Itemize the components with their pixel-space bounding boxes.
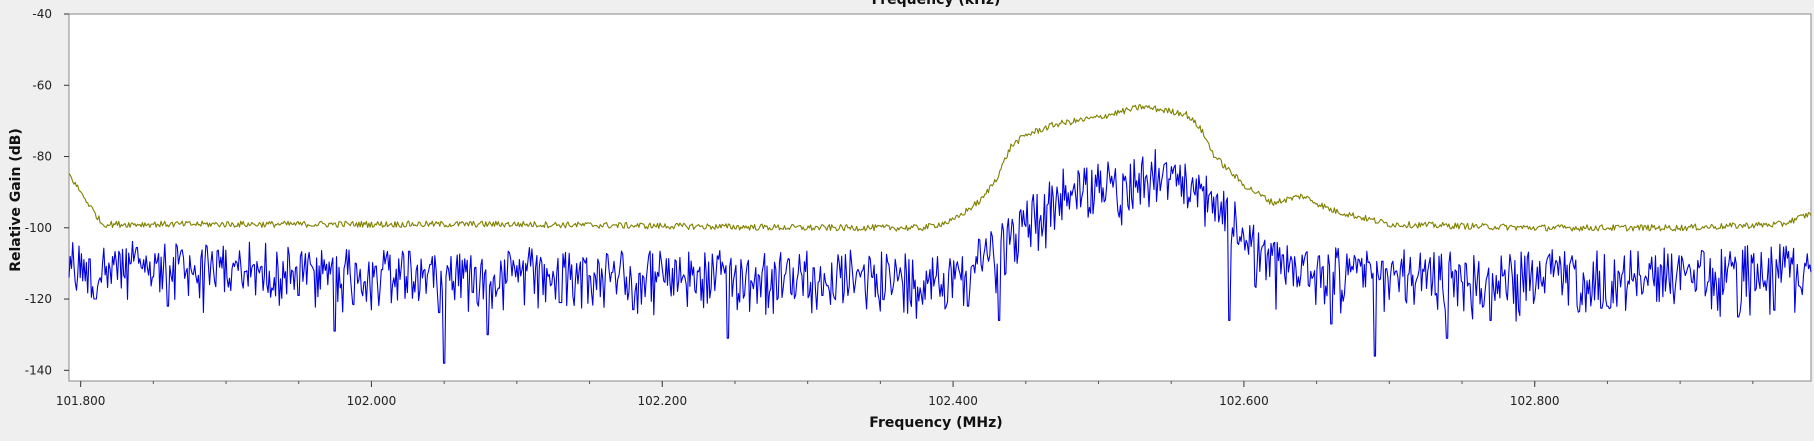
y-axis-title: Relative Gain (dB)	[8, 128, 24, 272]
y-tick-label: -60	[32, 78, 52, 92]
x-axis-title: Frequency (MHz)	[869, 415, 1002, 431]
x-tick-label: 102.400	[928, 394, 978, 408]
y-tick-label: -40	[32, 7, 52, 21]
y-tick-label: -120	[25, 292, 52, 306]
top-axis-title: Frequency (kHz)	[872, 0, 1001, 8]
y-tick-label: -80	[32, 150, 52, 164]
plot-area	[68, 13, 1812, 382]
chart-frame	[68, 13, 1812, 382]
spectrum-trace	[68, 148, 1812, 364]
x-tick-label: 102.000	[347, 394, 397, 408]
x-tick-label: 102.800	[1510, 394, 1560, 408]
y-tick-label: -140	[25, 363, 52, 377]
x-tick-label: 102.200	[637, 394, 687, 408]
axis-ticks: -40 -60 -80 -100 -120 -140 101.800 102.000 102.2…	[25, 7, 1754, 408]
y-tick-label: -100	[25, 221, 52, 235]
traces	[68, 104, 1812, 364]
x-tick-label: 102.600	[1219, 394, 1269, 408]
x-tick-label: 101.800	[56, 394, 106, 408]
max-hold-trace	[68, 104, 1812, 232]
